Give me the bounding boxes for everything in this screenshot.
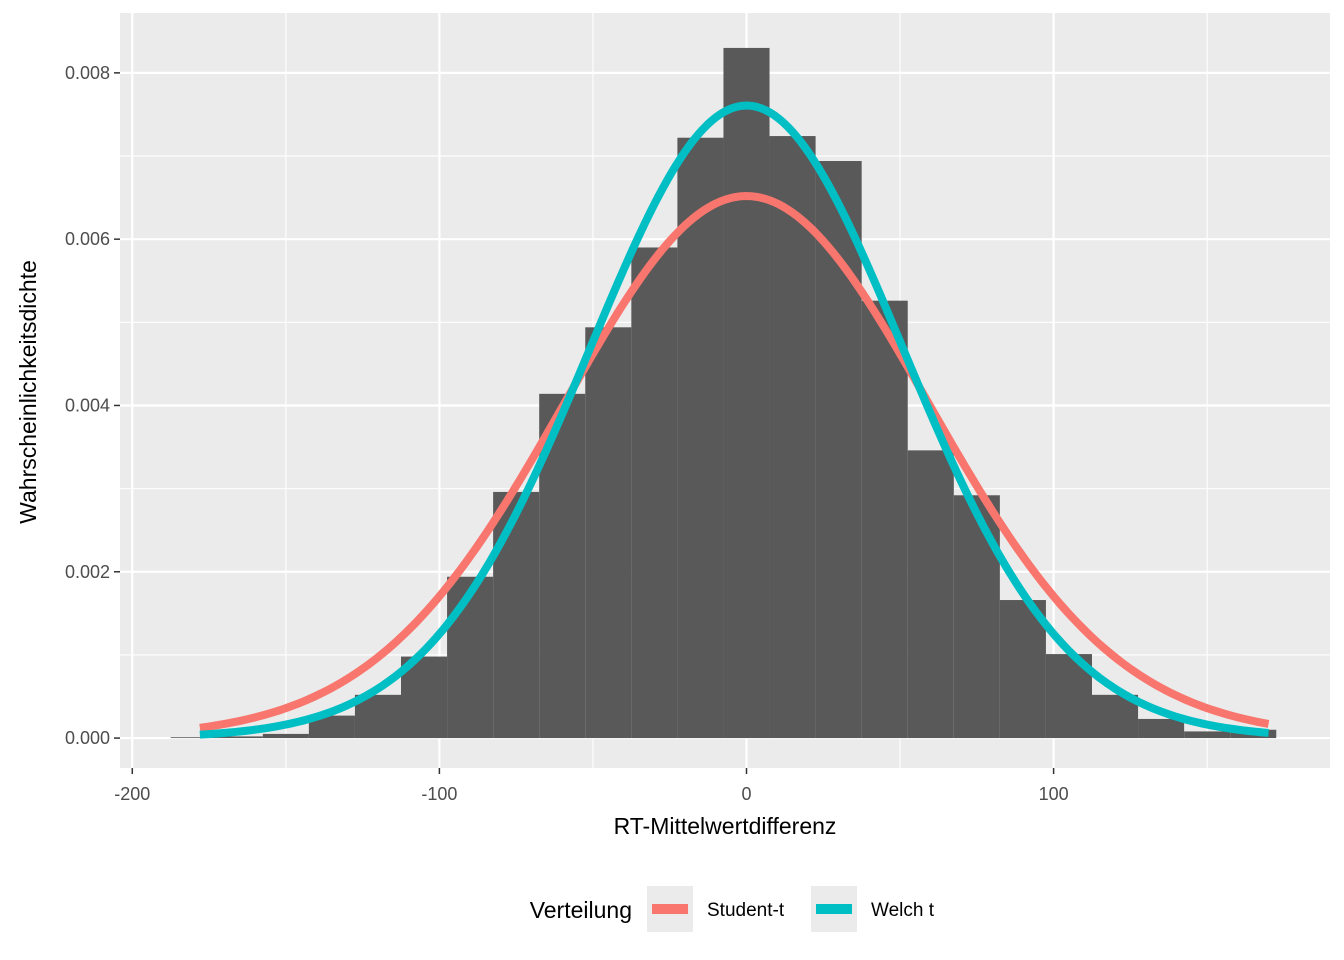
x-tick-label: -200 (114, 784, 150, 804)
series-line-student-t (199, 192, 1270, 732)
histogram-bar-2 (262, 733, 309, 739)
histogram-bar-3 (308, 715, 355, 739)
histogram-bar-17 (953, 495, 1000, 739)
legend-title: Verteilung (530, 897, 632, 923)
x-tick-label: 0 (741, 784, 751, 804)
histogram-bar-18 (999, 600, 1046, 739)
histogram-bar-6 (447, 576, 494, 739)
legend-label-student-t: Student-t (707, 900, 785, 921)
x-axis-title: RT-Mittelwertdifferenz (614, 813, 837, 839)
y-axis: 0.000 0.002 0.004 0.006 0.008 (65, 63, 120, 748)
x-tick-label: 100 (1039, 784, 1069, 804)
y-tick-label: 0.006 (65, 229, 110, 249)
density-curves (199, 101, 1270, 739)
histogram-bar-0 (170, 737, 217, 739)
y-axis-title: Wahrscheinlichkeitsdichte (15, 260, 41, 524)
y-tick-label: 0.000 (65, 728, 110, 748)
histogram-bar-22 (1184, 731, 1231, 739)
legend: Verteilung Student-t Welch t (530, 886, 935, 932)
legend-label-welch-t: Welch t (871, 900, 935, 921)
histogram-bar-15 (861, 300, 908, 739)
legend-item-welch-t: Welch t (811, 886, 935, 932)
histogram-bar-16 (907, 450, 954, 739)
y-tick-label: 0.004 (65, 395, 110, 415)
histogram-bar-12 (723, 47, 770, 739)
x-tick-label: -100 (421, 784, 457, 804)
histogram-bar-13 (769, 136, 816, 739)
x-axis: -200 -100 0 100 (114, 768, 1069, 804)
legend-item-student-t: Student-t (647, 886, 785, 932)
histogram-bar-21 (1138, 718, 1185, 739)
histogram-bar-11 (677, 137, 724, 739)
histogram-bar-10 (631, 247, 678, 739)
histogram-bar-14 (815, 161, 862, 739)
y-tick-label: 0.008 (65, 63, 110, 83)
histogram-bar-9 (585, 327, 632, 739)
series-line-welch-t (199, 101, 1269, 739)
histogram-bar-7 (493, 491, 540, 739)
y-tick-label: 0.002 (65, 562, 110, 582)
histogram-bar-1 (216, 736, 263, 739)
